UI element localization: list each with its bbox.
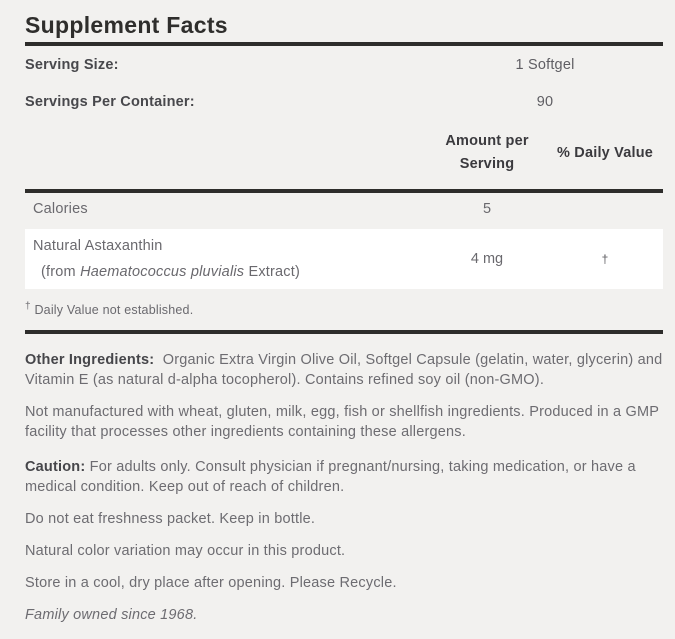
astaxanthin-label: Natural Astaxanthin (from Haematococcus …	[25, 233, 427, 285]
table-header-row: Amount per Serving % Daily Value	[25, 120, 663, 185]
astaxanthin-amount: 4 mg	[470, 251, 504, 267]
astaxanthin-source: (from Haematococcus pluvialis Extract)	[41, 264, 301, 280]
other-ingredients-paragraph: Other Ingredients: Organic Extra Virgin …	[25, 352, 663, 389]
table-row-astaxanthin: Natural Astaxanthin (from Haematococcus …	[25, 229, 663, 289]
servings-per-container-value: 90	[536, 93, 554, 110]
page-title: Supplement Facts	[25, 12, 228, 38]
servings-per-container-row: Servings Per Container: 90	[25, 83, 663, 120]
serving-size-value: 1 Softgel	[515, 56, 575, 73]
freshness-note: Do not eat freshness packet. Keep in bot…	[25, 511, 316, 528]
dagger-symbol: †	[25, 301, 31, 312]
calories-label: Calories	[33, 200, 88, 217]
tagline: Family owned since 1968.	[25, 607, 198, 624]
divider-top	[25, 42, 663, 46]
allergen-statement: Not manufactured with wheat, gluten, mil…	[25, 404, 659, 441]
divider-bottom	[25, 330, 663, 335]
astaxanthin-name: Natural Astaxanthin	[33, 238, 163, 254]
serving-size-label: Serving Size:	[25, 56, 119, 73]
amount-per-serving-header: Amount per Serving	[445, 133, 529, 172]
serving-size-row: Serving Size: 1 Softgel	[25, 46, 663, 83]
info-paragraphs: Other Ingredients: Organic Extra Virgin …	[25, 350, 663, 625]
table-row-calories: Calories 5	[25, 193, 663, 224]
calories-amount: 5	[482, 200, 492, 217]
daily-value-header: % Daily Value	[556, 144, 654, 161]
caution-label: Caution:	[25, 459, 86, 476]
astaxanthin-daily-value: †	[601, 252, 609, 266]
daily-value-footnote: † Daily Value not established.	[25, 301, 194, 318]
servings-per-container-label: Servings Per Container:	[25, 93, 195, 110]
color-variation-note: Natural color variation may occur in thi…	[25, 543, 346, 560]
caution-paragraph: Caution: For adults only. Consult physic…	[25, 459, 636, 496]
other-ingredients-label: Other Ingredients:	[25, 352, 155, 369]
storage-note: Store in a cool, dry place after opening…	[25, 575, 397, 592]
divider-table	[25, 189, 663, 193]
